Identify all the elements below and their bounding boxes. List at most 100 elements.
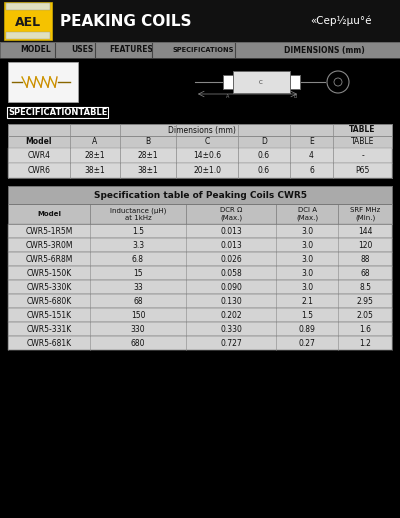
Bar (0, 42, 400, 58)
Text: USES: USES (71, 46, 93, 54)
Text: TABLE: TABLE (349, 125, 376, 135)
Text: 6: 6 (309, 166, 314, 175)
Text: SPECIFICATIONS: SPECIFICATIONS (172, 47, 234, 53)
Text: 4: 4 (309, 151, 314, 160)
Bar (233, 71, 290, 93)
Text: DCR Ω
(Max.): DCR Ω (Max.) (220, 207, 242, 221)
Bar (8, 294, 392, 308)
Text: 144: 144 (358, 226, 372, 236)
Text: 120: 120 (358, 240, 372, 250)
Text: 1.6: 1.6 (359, 324, 371, 334)
Text: CWR5-331K: CWR5-331K (26, 324, 72, 334)
Bar (8, 186, 392, 204)
Text: 3.0: 3.0 (301, 240, 313, 250)
Text: SRF MHz
(Min.): SRF MHz (Min.) (350, 207, 380, 221)
Bar (8, 62, 78, 102)
Text: 8.5: 8.5 (359, 282, 371, 292)
Bar (0, 58, 400, 518)
Text: 0.013: 0.013 (220, 240, 242, 250)
Text: A: A (226, 94, 230, 99)
Bar (8, 322, 392, 336)
Text: 0.026: 0.026 (220, 254, 242, 264)
Text: 38±1: 38±1 (138, 166, 158, 175)
Text: SPECIFICATIONTABLE: SPECIFICATIONTABLE (8, 108, 107, 117)
Text: -: - (361, 151, 364, 160)
Bar (8, 336, 392, 350)
Text: 0.130: 0.130 (220, 296, 242, 306)
Text: CWR5-150K: CWR5-150K (26, 268, 72, 278)
Text: CWR6: CWR6 (28, 166, 50, 175)
Text: 0.727: 0.727 (220, 338, 242, 348)
Text: 1.5: 1.5 (132, 226, 144, 236)
Text: 3.0: 3.0 (301, 226, 313, 236)
Text: P65: P65 (355, 166, 370, 175)
Text: Model: Model (37, 211, 61, 217)
Bar (8, 308, 392, 322)
Text: CWR4: CWR4 (28, 151, 50, 160)
Text: A: A (92, 137, 98, 147)
Text: 1.2: 1.2 (359, 338, 371, 348)
Text: 0.6: 0.6 (258, 151, 270, 160)
Text: 38±1: 38±1 (85, 166, 105, 175)
Text: Model: Model (26, 137, 52, 147)
Text: 2.1: 2.1 (301, 296, 313, 306)
Text: 15: 15 (133, 268, 143, 278)
Text: TABLE: TABLE (351, 137, 374, 147)
Bar (8, 124, 392, 136)
Text: AEL: AEL (15, 16, 41, 28)
Bar (223, 75, 233, 89)
Text: Specification table of Peaking Coils CWR5: Specification table of Peaking Coils CWR… (94, 191, 306, 199)
Text: 0.89: 0.89 (298, 324, 316, 334)
Bar (0, 42, 400, 58)
Text: PEAKING COILS: PEAKING COILS (60, 13, 192, 28)
Bar (8, 280, 392, 294)
Text: 0.330: 0.330 (220, 324, 242, 334)
Text: 0.202: 0.202 (220, 310, 242, 320)
Text: C: C (204, 137, 210, 147)
Bar (6, 32, 50, 39)
Text: 680: 680 (131, 338, 145, 348)
Text: 6.8: 6.8 (132, 254, 144, 264)
Text: MODEL: MODEL (20, 46, 51, 54)
Text: 68: 68 (133, 296, 143, 306)
Text: CWR5-681K: CWR5-681K (26, 338, 72, 348)
Text: 33: 33 (133, 282, 143, 292)
Text: «Cep½µu°é: «Cep½µu°é (310, 16, 372, 26)
Bar (8, 163, 392, 178)
Text: CWR5-151K: CWR5-151K (26, 310, 72, 320)
Bar (8, 238, 392, 252)
Text: 68: 68 (360, 268, 370, 278)
Bar (8, 252, 392, 266)
Text: Inductance (µH)
at 1kHz: Inductance (µH) at 1kHz (110, 207, 166, 221)
Text: 2.05: 2.05 (356, 310, 374, 320)
Text: B: B (293, 94, 297, 99)
Text: D: D (261, 137, 267, 147)
Text: 0.058: 0.058 (220, 268, 242, 278)
Text: 1.5: 1.5 (301, 310, 313, 320)
Text: DCI A
(Max.): DCI A (Max.) (296, 207, 318, 221)
Bar (8, 204, 392, 224)
Bar (6, 3, 50, 10)
Text: 3.0: 3.0 (301, 282, 313, 292)
Bar (290, 75, 300, 89)
Text: CWR5-3R0M: CWR5-3R0M (25, 240, 73, 250)
Text: CWR5-680K: CWR5-680K (26, 296, 72, 306)
Bar (8, 136, 392, 148)
Text: C: C (259, 79, 263, 84)
Text: 0.27: 0.27 (298, 338, 316, 348)
Text: 28±1: 28±1 (138, 151, 158, 160)
Text: 88: 88 (360, 254, 370, 264)
Bar (4, 2, 52, 40)
Text: Dimensions (mm): Dimensions (mm) (168, 125, 236, 135)
Text: FEATURES: FEATURES (110, 46, 154, 54)
Text: 20±1.0: 20±1.0 (193, 166, 221, 175)
Bar (0, 0, 400, 42)
Text: 0.090: 0.090 (220, 282, 242, 292)
Text: 14±0.6: 14±0.6 (193, 151, 221, 160)
Text: 0.6: 0.6 (258, 166, 270, 175)
Text: 28±1: 28±1 (85, 151, 105, 160)
Text: 3.0: 3.0 (301, 268, 313, 278)
Text: 150: 150 (131, 310, 145, 320)
Bar (8, 148, 392, 163)
Text: CWR5-6R8M: CWR5-6R8M (25, 254, 73, 264)
